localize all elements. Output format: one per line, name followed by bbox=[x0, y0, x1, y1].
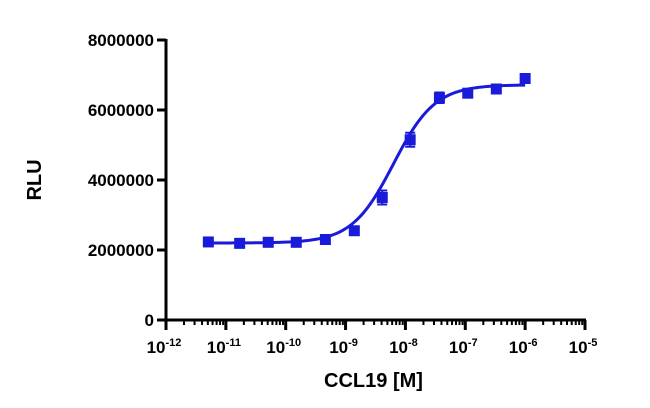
square-marker bbox=[348, 225, 360, 237]
y-tick-label: 2000000 bbox=[88, 241, 154, 260]
y-tick-label: 6000000 bbox=[88, 101, 154, 120]
data-point bbox=[262, 236, 274, 248]
square-marker bbox=[490, 83, 502, 95]
data-point bbox=[462, 87, 474, 99]
data-point bbox=[290, 236, 302, 248]
x-tick-label: 10-8 bbox=[389, 337, 418, 357]
data-point bbox=[202, 236, 214, 248]
square-marker bbox=[519, 73, 531, 84]
square-marker bbox=[433, 92, 445, 104]
data-point bbox=[319, 234, 331, 245]
square-marker bbox=[404, 134, 416, 146]
x-tick-label: 10-9 bbox=[329, 337, 358, 357]
data-points bbox=[202, 73, 531, 249]
y-axis-label: RLU bbox=[24, 159, 46, 200]
square-marker bbox=[234, 237, 246, 249]
x-axis-ticks: 10-12 10-11 10-10 10-9 10-8 10-7 10-6 10-5 bbox=[147, 320, 598, 357]
x-tick-label: 10-7 bbox=[449, 337, 478, 357]
x-tick-label: 10-10 bbox=[266, 337, 301, 357]
x-axis-label: CCL19 [M] bbox=[324, 370, 423, 392]
plot-area: 0 2000000 4000000 6000000 8000000 10-12 10-11… bbox=[88, 31, 598, 357]
square-marker bbox=[376, 192, 388, 203]
y-tick-label: 4000000 bbox=[88, 171, 154, 190]
y-tick-label: 8000000 bbox=[88, 31, 154, 50]
square-marker bbox=[202, 236, 214, 248]
x-tick-label: 10-6 bbox=[509, 337, 538, 357]
data-point bbox=[376, 189, 388, 206]
data-point bbox=[348, 225, 360, 237]
data-point bbox=[433, 91, 445, 104]
x-tick-label: 10-12 bbox=[147, 337, 182, 357]
y-axis-ticks: 0 2000000 4000000 6000000 8000000 bbox=[88, 31, 166, 330]
x-tick-label: 10-11 bbox=[207, 337, 241, 357]
data-point bbox=[519, 73, 531, 84]
y-tick-label: 0 bbox=[145, 311, 154, 330]
square-marker bbox=[462, 87, 474, 99]
square-marker bbox=[262, 236, 274, 248]
square-marker bbox=[290, 236, 302, 248]
fit-curve bbox=[208, 83, 526, 245]
square-marker bbox=[319, 234, 331, 245]
x-tick-label: 10-5 bbox=[569, 337, 598, 357]
data-point bbox=[234, 237, 246, 249]
data-point bbox=[490, 83, 502, 95]
data-point bbox=[404, 131, 416, 148]
